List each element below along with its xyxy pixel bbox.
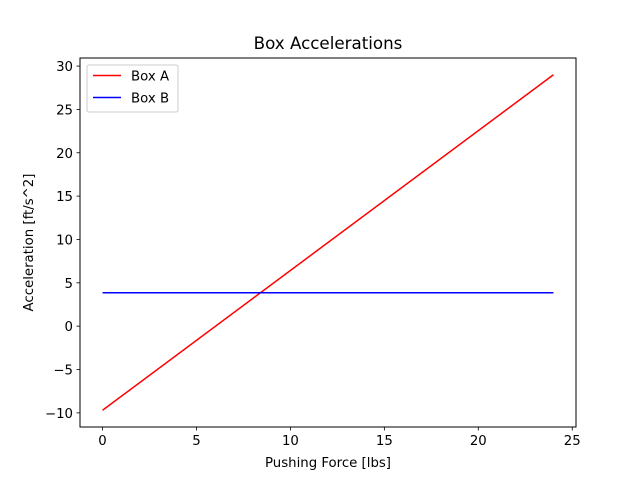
series-layer (102, 74, 554, 411)
series-line-box-a (102, 74, 554, 411)
legend: Box A Box B (86, 64, 179, 113)
y-tick-label: −10 (45, 407, 73, 422)
x-tick-label: 25 (564, 434, 581, 449)
y-tick-label: −5 (53, 364, 73, 379)
y-axis-ticks: −10 −5 0 5 10 15 20 25 30 (45, 60, 80, 422)
y-tick-label: 15 (56, 190, 73, 205)
x-tick-label: 15 (376, 434, 393, 449)
y-tick-label: 5 (65, 277, 73, 292)
legend-label-box-b: Box B (131, 92, 169, 107)
plot-area: 0 5 10 15 20 25 −10 −5 0 5 10 15 20 25 30 (45, 57, 581, 449)
y-tick-label: 25 (56, 103, 73, 118)
legend-frame (86, 64, 179, 113)
y-axis-label: Acceleration [ft/s^2] (22, 174, 37, 312)
x-tick-label: 5 (192, 434, 200, 449)
y-tick-label: 0 (65, 320, 73, 335)
x-axis-label: Pushing Force [lbs] (265, 456, 391, 471)
x-tick-label: 0 (98, 434, 106, 449)
x-tick-label: 10 (282, 434, 299, 449)
x-axis-ticks: 0 5 10 15 20 25 (98, 427, 581, 449)
y-tick-label: 30 (56, 60, 73, 75)
y-tick-label: 10 (56, 233, 73, 248)
y-tick-label: 20 (56, 147, 73, 162)
legend-label-box-a: Box A (131, 70, 169, 85)
x-tick-label: 20 (470, 434, 487, 449)
chart-title: Box Accelerations (254, 33, 403, 53)
